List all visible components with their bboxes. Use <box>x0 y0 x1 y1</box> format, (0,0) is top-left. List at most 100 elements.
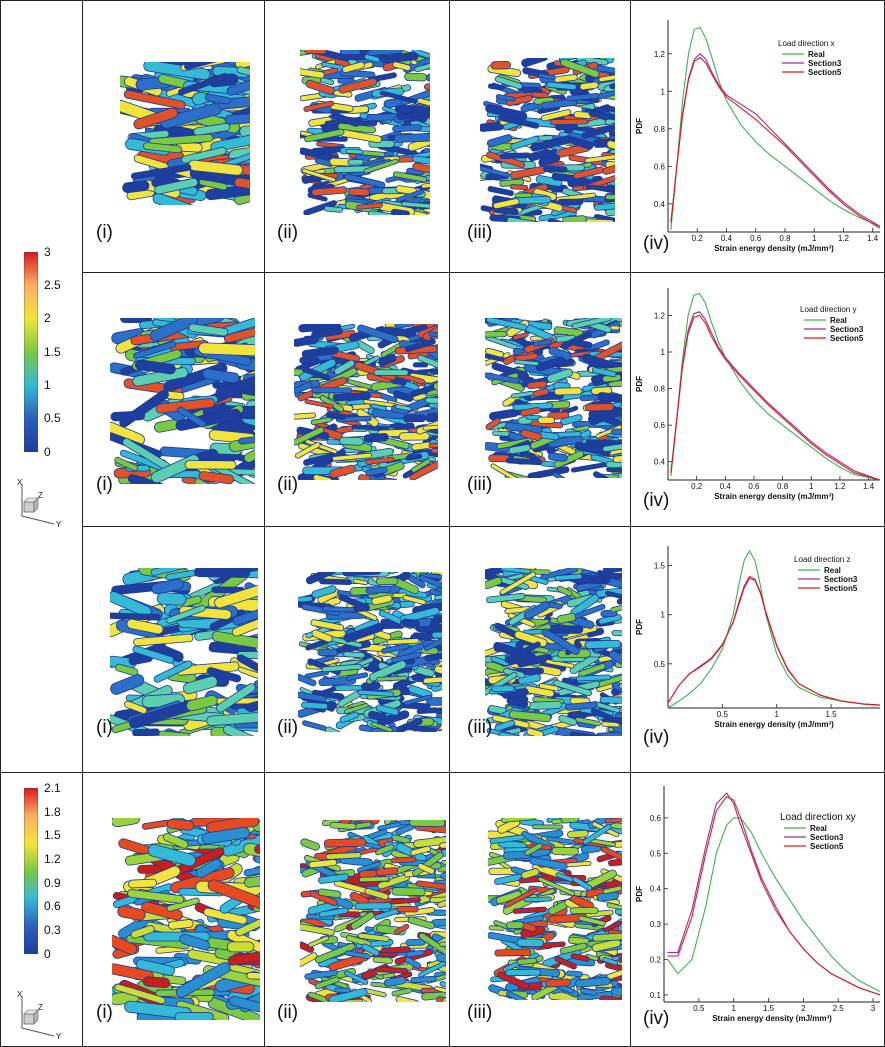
fiber <box>593 701 620 713</box>
fiber <box>560 414 582 425</box>
fiber <box>214 585 258 608</box>
fiber <box>340 70 375 78</box>
fiber <box>575 442 611 456</box>
fiber <box>302 721 326 731</box>
fiber <box>365 599 394 611</box>
fiber <box>548 412 569 419</box>
fiber <box>587 628 604 637</box>
fiber <box>605 117 615 125</box>
fiber <box>438 866 446 872</box>
colorbar-tick-label: 1 <box>44 378 51 392</box>
fiber <box>411 976 436 983</box>
fiber <box>429 589 442 599</box>
fiber <box>548 453 568 462</box>
fiber <box>300 942 314 953</box>
fiber <box>318 874 348 884</box>
fiber <box>605 818 622 823</box>
grid-line <box>82 526 885 527</box>
fiber <box>110 591 151 617</box>
grid-line <box>0 0 1 1047</box>
fiber <box>527 728 544 736</box>
fiber <box>575 717 601 726</box>
fiber <box>381 342 403 357</box>
fiber <box>548 435 583 447</box>
fiber <box>366 829 387 840</box>
fiber <box>617 598 622 604</box>
fiber <box>313 475 332 480</box>
fiber <box>367 885 382 891</box>
fiber <box>391 835 410 844</box>
fiber <box>568 937 589 945</box>
fiber <box>495 76 522 89</box>
fiber <box>501 938 522 952</box>
fiber <box>294 427 324 445</box>
fiber <box>396 996 418 1002</box>
fiber <box>601 610 617 617</box>
colorbar-tick-label: 1.2 <box>44 852 61 866</box>
fiber <box>518 674 541 684</box>
fiber <box>340 856 373 866</box>
fiber <box>118 906 145 920</box>
fiber <box>371 722 392 732</box>
fiber <box>603 444 622 452</box>
fiber <box>507 697 528 708</box>
fiber <box>533 189 557 200</box>
fiber <box>409 820 445 827</box>
fiber <box>343 572 381 576</box>
fiber <box>299 359 336 381</box>
fiber <box>501 568 531 574</box>
fiber <box>299 324 341 332</box>
fiber <box>556 193 596 202</box>
fiber <box>159 731 190 736</box>
fiber <box>555 574 582 580</box>
fiber <box>546 659 574 668</box>
fiber <box>233 610 258 625</box>
rendering-2-2 <box>294 324 438 480</box>
fiber <box>294 413 316 419</box>
fiber <box>405 339 436 352</box>
fiber <box>377 676 407 681</box>
fiber <box>384 820 397 825</box>
axis-x-label: X <box>17 990 23 999</box>
colorbar-tick-label: 0.9 <box>44 876 61 890</box>
fiber <box>358 474 397 480</box>
fiber <box>521 868 539 879</box>
fiber <box>326 852 361 860</box>
fiber <box>421 587 442 598</box>
fiber <box>318 889 341 898</box>
fiber <box>486 152 525 168</box>
fiber <box>393 391 413 402</box>
fiber <box>143 143 182 153</box>
fiber <box>148 844 196 866</box>
fiber <box>436 954 446 962</box>
fiber <box>440 842 446 848</box>
fiber <box>396 405 411 411</box>
fiber <box>391 897 421 904</box>
fiber <box>393 61 411 71</box>
fiber <box>532 389 549 397</box>
fiber <box>533 340 552 346</box>
fiber <box>136 960 175 975</box>
fiber <box>502 688 528 698</box>
fiber <box>363 835 380 848</box>
fiber <box>123 438 170 470</box>
fiber <box>611 429 622 435</box>
fiber <box>528 701 562 710</box>
fiber <box>406 939 426 946</box>
fiber <box>320 68 338 76</box>
fiber <box>581 844 601 853</box>
axis-y-label: Y <box>56 1032 62 1041</box>
fiber <box>128 474 162 484</box>
fiber <box>429 332 438 337</box>
fiber <box>227 452 250 462</box>
fiber <box>363 399 397 407</box>
fiber <box>143 977 170 988</box>
fiber <box>378 822 401 830</box>
fiber <box>603 921 622 932</box>
fiber <box>486 335 523 351</box>
fiber <box>247 972 260 979</box>
fiber <box>136 151 184 164</box>
fiber <box>404 695 432 705</box>
fiber <box>194 568 250 578</box>
fiber <box>253 821 260 832</box>
